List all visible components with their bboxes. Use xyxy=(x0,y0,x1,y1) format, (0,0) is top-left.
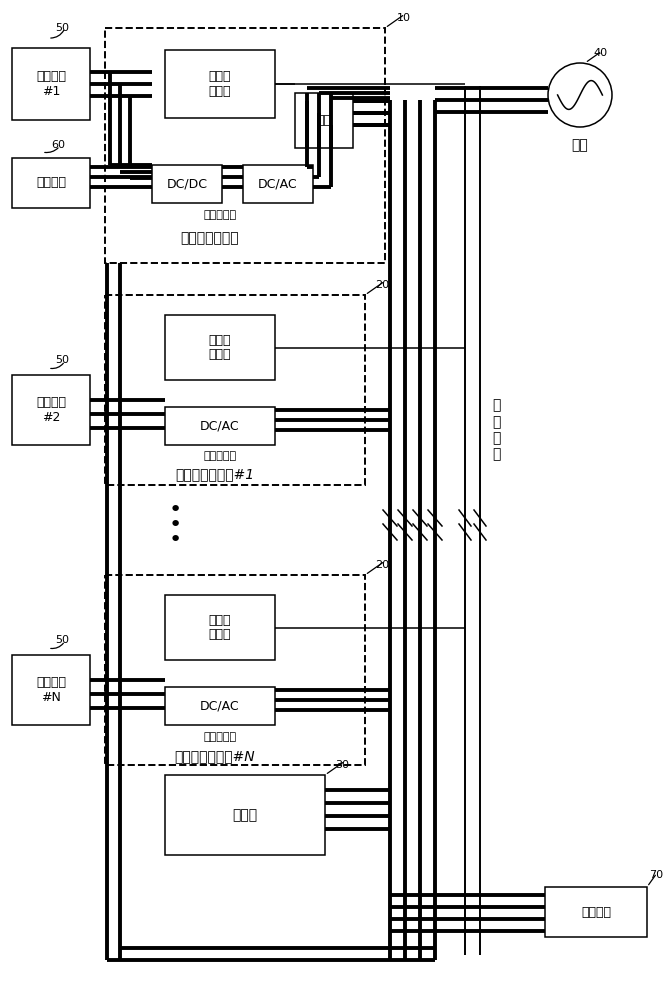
Text: 50: 50 xyxy=(55,23,69,33)
Text: •: • xyxy=(168,500,181,520)
Text: 60: 60 xyxy=(51,140,65,150)
Bar xyxy=(12,158,90,208)
Text: 50: 50 xyxy=(55,635,69,645)
Bar xyxy=(12,375,90,445)
Text: DC/AC: DC/AC xyxy=(258,178,297,190)
Bar xyxy=(105,575,365,765)
Text: 主功率电路: 主功率电路 xyxy=(203,451,237,461)
Bar xyxy=(12,655,90,725)
Text: 光伏组件
#2: 光伏组件 #2 xyxy=(36,396,66,424)
Text: 本地负载: 本地负载 xyxy=(581,906,611,918)
Bar xyxy=(545,887,647,937)
Bar xyxy=(105,28,385,263)
Text: 电网: 电网 xyxy=(572,138,588,152)
Text: 70: 70 xyxy=(649,870,663,880)
Text: 主功率电路: 主功率电路 xyxy=(203,210,237,220)
Text: 光伏并网逆变器#N: 光伏并网逆变器#N xyxy=(175,749,255,763)
Text: DC/AC: DC/AC xyxy=(200,420,240,432)
Text: 三相储能逆变器: 三相储能逆变器 xyxy=(181,231,239,245)
Text: 10: 10 xyxy=(397,13,411,23)
Text: 50: 50 xyxy=(55,355,69,365)
Text: •: • xyxy=(168,515,181,535)
Text: 储能单元: 储能单元 xyxy=(36,176,66,190)
Text: DC/AC: DC/AC xyxy=(200,700,240,712)
Bar xyxy=(12,48,90,120)
Text: 30: 30 xyxy=(335,760,349,770)
Text: 开关: 开关 xyxy=(317,114,331,127)
Bar xyxy=(165,407,275,445)
Text: 发电机: 发电机 xyxy=(232,808,257,822)
Text: 光伏组件
#N: 光伏组件 #N xyxy=(36,676,66,704)
Text: DC/DC: DC/DC xyxy=(167,178,207,190)
Bar xyxy=(105,295,365,485)
Text: 通
讯
总
线: 通 讯 总 线 xyxy=(492,399,500,461)
Bar xyxy=(165,595,275,660)
Text: •: • xyxy=(168,530,181,550)
Bar xyxy=(295,93,353,148)
Text: 从核心
控制器: 从核心 控制器 xyxy=(209,334,231,361)
Text: 主功率电路: 主功率电路 xyxy=(203,732,237,742)
Text: 20: 20 xyxy=(375,560,389,570)
Bar xyxy=(165,50,275,118)
Bar xyxy=(165,315,275,380)
Bar xyxy=(152,165,222,203)
Text: 光伏并网逆变器#1: 光伏并网逆变器#1 xyxy=(175,467,255,481)
Text: 从核心
控制器: 从核心 控制器 xyxy=(209,613,231,642)
Text: 光伏组件
#1: 光伏组件 #1 xyxy=(36,70,66,98)
Bar xyxy=(165,687,275,725)
Text: 主核心
控制器: 主核心 控制器 xyxy=(209,70,231,98)
Bar xyxy=(243,165,313,203)
Text: 20: 20 xyxy=(375,280,389,290)
Text: 40: 40 xyxy=(593,48,607,58)
Bar xyxy=(165,775,325,855)
